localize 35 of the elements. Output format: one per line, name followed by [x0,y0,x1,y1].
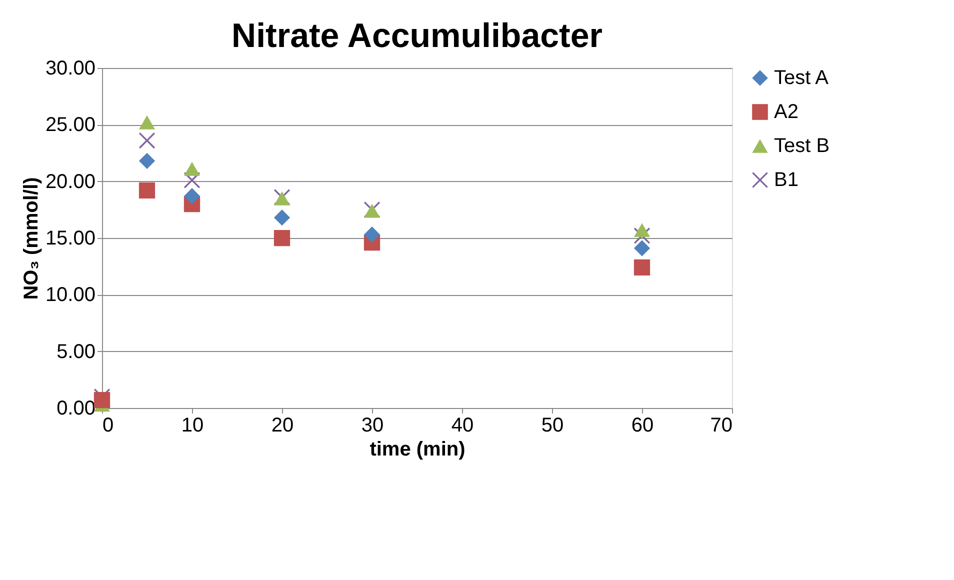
point [138,182,156,198]
legend-label: B1 [774,169,798,191]
x-tick-label: 30 [361,414,384,436]
y-tick-label: 20.00 [45,170,96,193]
point [94,392,110,408]
x-tick-label: 70 [710,414,732,436]
point [274,210,290,226]
x-axis-title: time (min) [370,438,466,460]
y-tick-label: 30.00 [45,58,96,80]
legend-label: A2 [774,101,798,123]
point [184,162,200,176]
chart-title: Nitrate Accumulibacter [232,17,602,55]
y-tick-label: 10.00 [45,284,96,306]
x-tick-label: 50 [541,414,564,436]
point [634,223,650,238]
point [274,230,290,246]
legend-label: Test B [774,135,830,157]
y-tick-label: 25.00 [45,114,96,136]
x-tick-label: 60 [631,414,654,436]
x-tick-label: 40 [451,414,474,436]
point [634,259,650,276]
point [138,115,156,130]
legend-label: Test A [774,67,830,89]
x-tick-label: 10 [181,414,204,436]
y-axis-title: NO₃ (mmol/l) [20,177,42,300]
point [634,240,650,256]
y-tick-label: 5.00 [56,340,96,363]
y-tick-label: 15.00 [45,228,96,250]
point [138,152,156,169]
point [184,188,200,204]
point [138,132,156,149]
point [364,226,380,243]
x-tick-label: 20 [271,414,294,436]
y-tick-label: 0.00 [56,398,96,420]
x-tick-label: 0 [102,414,114,436]
